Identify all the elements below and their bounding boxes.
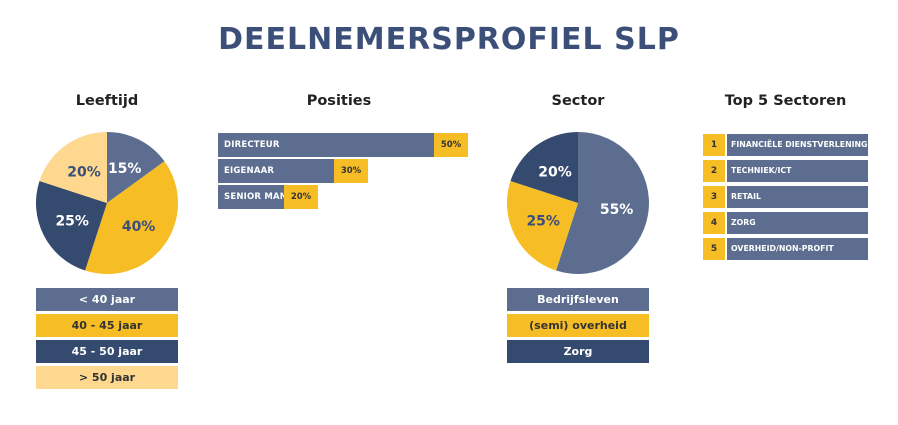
posities-bar: DIRECTEUR 50% <box>218 133 468 157</box>
leeftijd-slice <box>107 132 165 203</box>
top5-rank: 5 <box>703 238 725 260</box>
leeftijd-legend-item: > 50 jaar <box>36 366 178 389</box>
sector-legend: Bedrijfsleven (semi) overheid Zorg <box>507 288 649 364</box>
top5-row: 3 RETAIL <box>703 186 868 208</box>
leeftijd-legend: < 40 jaar 40 - 45 jaar 45 - 50 jaar > 50 ja… <box>36 288 178 390</box>
sector-slice-label: 25% <box>526 214 560 230</box>
posities-bar-value: 20% <box>284 185 318 209</box>
top5-rank: 4 <box>703 212 725 234</box>
sector-slice-label: 20% <box>538 164 572 180</box>
leeftijd-slice <box>39 132 107 203</box>
sector-slice-label: 55% <box>600 202 634 218</box>
leeftijd-legend-item: 40 - 45 jaar <box>36 314 178 337</box>
leeftijd-legend-item: < 40 jaar <box>36 288 178 311</box>
leeftijd-legend-item: 45 - 50 jaar <box>36 340 178 363</box>
top5-row: 4 ZORG <box>703 212 868 234</box>
leeftijd-pie-chart: 15% 40% 25% 20% <box>35 132 179 275</box>
sector-legend-item: (semi) overheid <box>507 314 649 337</box>
top5-row: 1 FINANCIËLE DIENSTVERLENING <box>703 134 868 156</box>
top5-label: FINANCIËLE DIENSTVERLENING <box>727 134 868 156</box>
leeftijd-slice-label: 15% <box>108 161 142 177</box>
top5-label: TECHNIEK/ICT <box>727 160 868 182</box>
sector-legend-item: Bedrijfsleven <box>507 288 649 311</box>
top5-sectoren-list: 1 FINANCIËLE DIENSTVERLENING 2 TECHNIEK/ICT… <box>703 134 868 264</box>
section-title-top5: Top 5 Sectoren <box>724 93 847 109</box>
section-title-posities: Posities <box>306 93 372 109</box>
posities-bar: SENIOR MANAGER 20% <box>218 185 318 209</box>
posities-bar-value: 30% <box>334 159 368 183</box>
posities-bar-value: 50% <box>434 133 468 157</box>
posities-bar-label: DIRECTEUR <box>218 133 434 157</box>
posities-bar-label: SENIOR MANAGER <box>218 185 314 209</box>
top5-row: 5 OVERHEID/NON-PROFIT <box>703 238 868 260</box>
leeftijd-slice <box>85 161 179 275</box>
top5-label: OVERHEID/NON-PROFIT <box>727 238 868 260</box>
top5-label: ZORG <box>727 212 868 234</box>
posities-bar-chart: DIRECTEUR 50% EIGENAAR 30% SENIOR MANAGER 20% <box>218 133 468 211</box>
top5-row: 2 TECHNIEK/ICT <box>703 160 868 182</box>
leeftijd-slice-label: 40% <box>122 219 156 235</box>
sector-pie-chart: 55% 25% 20% <box>506 132 649 274</box>
posities-bar-label: EIGENAAR <box>218 159 334 183</box>
leeftijd-slice-label: 20% <box>67 164 101 180</box>
section-title-sector: Sector <box>551 93 605 109</box>
sector-slice <box>510 132 578 203</box>
sector-slice <box>556 132 649 274</box>
section-title-leeftijd: Leeftijd <box>75 93 139 109</box>
leeftijd-slice <box>35 181 107 271</box>
sector-slice <box>506 181 578 271</box>
page-title: DEELNEMERSPROFIEL SLP <box>218 22 680 57</box>
top5-rank: 3 <box>703 186 725 208</box>
posities-bar: EIGENAAR 30% <box>218 159 368 183</box>
sector-legend-item: Zorg <box>507 340 649 363</box>
top5-label: RETAIL <box>727 186 868 208</box>
leeftijd-slice-label: 25% <box>55 214 89 230</box>
top5-rank: 1 <box>703 134 725 156</box>
top5-rank: 2 <box>703 160 725 182</box>
